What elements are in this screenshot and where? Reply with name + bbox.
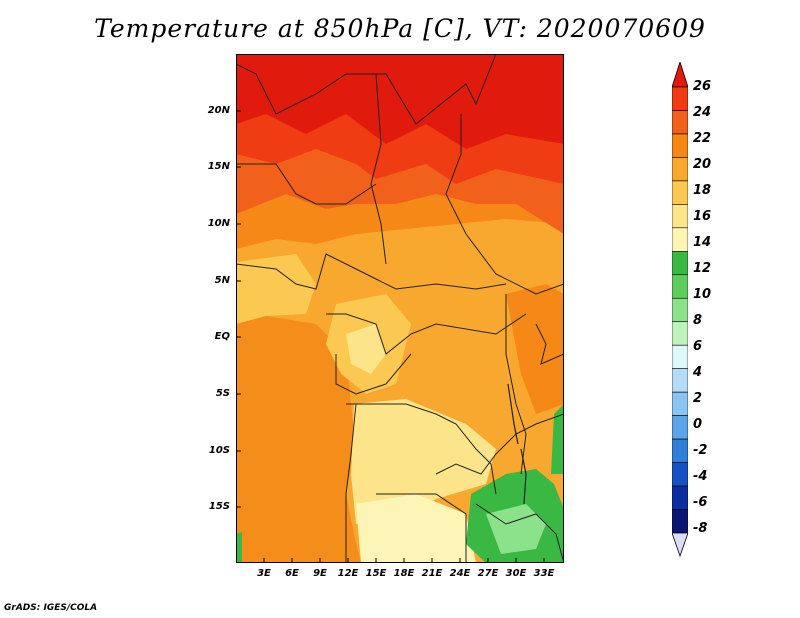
lon-label: 9E (313, 568, 327, 579)
colorbar-cells (672, 86, 688, 534)
colorbar-cell (672, 227, 688, 252)
colorbar-label: -4 (693, 469, 708, 484)
region-east (506, 284, 564, 414)
region-sw-ocean (236, 316, 361, 563)
lon-label: 15E (365, 568, 387, 579)
band-26c (236, 54, 564, 149)
colorbar-label: 20 (693, 157, 712, 172)
lon-label: 3E (257, 568, 271, 579)
colorbar-label: 26 (693, 79, 712, 94)
colorbar-label: -6 (693, 495, 708, 510)
lon-label: 21E (421, 568, 443, 579)
chart-title: Temperature at 850hPa [C], VT: 202007060… (94, 14, 706, 43)
colorbar-cell (672, 321, 688, 346)
colorbar-bottom-cap (672, 532, 688, 558)
region-green-west (236, 532, 242, 563)
lat-label: 10S (208, 445, 230, 456)
colorbar-label: 24 (693, 105, 712, 120)
colorbar-cell (672, 157, 688, 182)
colorbar-top-cap (672, 62, 688, 88)
colorbar-cell (672, 180, 688, 205)
colorbar-label: 22 (693, 131, 712, 146)
lat-label: EQ (214, 331, 230, 342)
region-central-core (346, 324, 386, 374)
lake-outlines (507, 383, 527, 505)
lat-label: 20N (207, 105, 230, 116)
colorbar-label: 6 (693, 339, 703, 354)
colorbar-cell (672, 86, 688, 111)
colorbar-cell (672, 344, 688, 369)
colorbar-label: 0 (693, 417, 703, 432)
region-gulf (236, 254, 316, 324)
colorbar-cell (672, 391, 688, 416)
colorbar-label: 2 (693, 391, 703, 406)
colorbar-cell (672, 297, 688, 323)
temperature-map (236, 54, 564, 563)
lon-label: 27E (477, 568, 499, 579)
map-frame (236, 54, 564, 563)
lon-label: 12E (337, 568, 359, 579)
colorbar-cell (672, 368, 688, 393)
colorbar-cell (672, 509, 688, 534)
lat-label: 10N (207, 218, 230, 229)
map-ticks (236, 110, 545, 563)
lon-label: 6E (285, 568, 299, 579)
region-green-east (551, 404, 564, 474)
colorbar-label: 8 (693, 313, 703, 328)
colorbar-label: 12 (693, 261, 712, 276)
lon-label: 33E (533, 568, 555, 579)
colorbar-cell (672, 462, 688, 487)
region-lightgreen (486, 504, 546, 554)
colorbar-label: 18 (693, 183, 712, 198)
country-borders (236, 54, 564, 563)
colorbar-cell (672, 415, 688, 440)
colorbar-cell (672, 485, 688, 510)
colorbar (672, 62, 688, 558)
credit-text: GrADS: IGES/COLA (4, 603, 98, 613)
colorbar-label: -8 (693, 521, 708, 536)
colorbar-label: -2 (693, 443, 708, 458)
colorbar-label: 14 (693, 235, 712, 250)
lat-label: 5S (215, 388, 230, 399)
lon-label: 18E (393, 568, 415, 579)
lat-label: 5N (214, 275, 230, 286)
colorbar-cell (672, 133, 688, 158)
colorbar-label: 10 (693, 287, 712, 302)
colorbar-label: 4 (693, 365, 703, 380)
lat-label: 15S (208, 501, 230, 512)
colorbar-label: 16 (693, 209, 712, 224)
lat-label: 15N (207, 161, 230, 172)
colorbar-cell (672, 438, 688, 463)
colorbar-cell (672, 251, 688, 276)
colorbar-cell (672, 110, 688, 135)
colorbar-cell (672, 274, 688, 299)
lon-label: 30E (505, 568, 527, 579)
lon-label: 24E (449, 568, 471, 579)
colorbar-cell (672, 204, 688, 229)
region-south-cool (356, 494, 476, 563)
region-south-plateau (351, 399, 496, 524)
